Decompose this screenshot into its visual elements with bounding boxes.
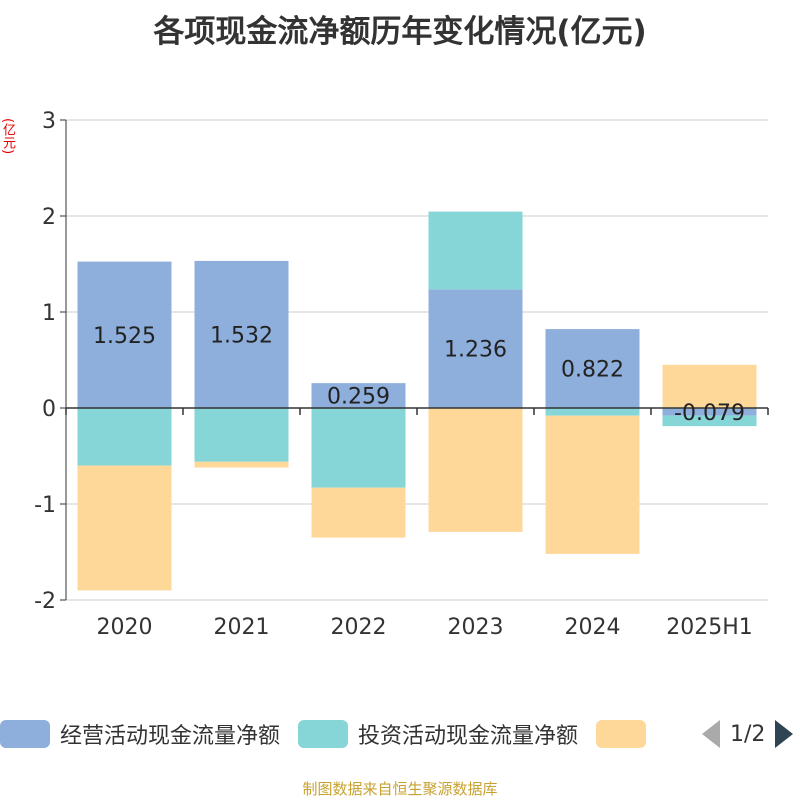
bar-series-1-2021 bbox=[194, 408, 289, 462]
legend-prev-page-icon[interactable] bbox=[702, 720, 720, 748]
y-tick-label: 1 bbox=[42, 301, 56, 326]
legend-swatch bbox=[298, 720, 349, 748]
bar-series-0-2022 bbox=[311, 383, 406, 408]
bar-series-1-2023 bbox=[428, 211, 523, 290]
data-labels: 1.525 1.532 0.259 1.236 0.822 -0.079 bbox=[93, 323, 745, 425]
source-note: 制图数据来自恒生聚源数据库 bbox=[302, 780, 498, 798]
legend-swatch bbox=[596, 720, 647, 748]
bar-series-1-2020 bbox=[77, 408, 172, 466]
data-label: 0.259 bbox=[327, 385, 390, 410]
y-tick-label: 3 bbox=[42, 109, 56, 134]
bars bbox=[77, 211, 757, 591]
data-label: -0.079 bbox=[674, 401, 745, 426]
bar-series-0-2023 bbox=[428, 289, 523, 408]
bar-series-2-2021 bbox=[194, 461, 289, 468]
axes: 3 2 1 0 -1 -2 2020 2021 2022 2023 2024 2025H1 bbox=[34, 109, 769, 640]
legend-next-page-icon[interactable] bbox=[775, 720, 794, 748]
x-tick-label: 2021 bbox=[214, 615, 270, 640]
data-label: 0.822 bbox=[561, 358, 624, 383]
legend-item-1[interactable]: 投资活动现金流量净额 bbox=[298, 718, 578, 750]
legend: 经营活动现金流量净额 投资活动现金流量净额 1/2 bbox=[0, 716, 800, 752]
x-tick-label: 2024 bbox=[565, 615, 621, 640]
bar-series-1-2025H1 bbox=[662, 415, 757, 427]
chart-title: 各项现金流净额历年变化情况(亿元) bbox=[153, 14, 647, 50]
y-tick-label: -2 bbox=[34, 589, 56, 614]
legend-item-2[interactable] bbox=[596, 720, 656, 748]
bar-series-2-2025H1 bbox=[662, 364, 757, 408]
bar-series-2-2020 bbox=[77, 465, 172, 591]
bar-series-0-2024 bbox=[545, 329, 640, 408]
bar-series-1-2024 bbox=[545, 408, 640, 416]
y-tick-label: 2 bbox=[42, 205, 56, 230]
legend-label: 经营活动现金流量净额 bbox=[60, 724, 281, 749]
y-axis-unit-label: (亿元) bbox=[0, 118, 15, 155]
x-tick-label: 2022 bbox=[331, 615, 387, 640]
bar-series-2-2022 bbox=[311, 487, 406, 538]
x-tick-label: 2025H1 bbox=[666, 615, 753, 640]
x-tick-label: 2023 bbox=[448, 615, 504, 640]
stacked-bar-chart: 3 2 1 0 -1 -2 2020 2021 2022 2023 2024 2025H1 1.525… bbox=[34, 109, 769, 640]
legend-pager: 1/2 bbox=[702, 716, 794, 752]
legend-swatch bbox=[0, 720, 50, 748]
data-label: 1.525 bbox=[93, 324, 156, 349]
bar-series-1-2022 bbox=[311, 408, 406, 488]
bar-series-2-2023 bbox=[428, 408, 523, 532]
legend-label: 投资活动现金流量净额 bbox=[358, 724, 579, 749]
data-label: 1.532 bbox=[210, 323, 273, 348]
y-tick-label: 0 bbox=[42, 397, 56, 422]
y-tick-label: -1 bbox=[34, 493, 56, 518]
data-label: 1.236 bbox=[444, 338, 507, 363]
bar-series-0-2020 bbox=[77, 261, 172, 408]
bar-series-2-2024 bbox=[545, 415, 640, 554]
x-tick-label: 2020 bbox=[97, 615, 153, 640]
bar-series-0-2021 bbox=[194, 260, 289, 408]
legend-item-0[interactable]: 经营活动现金流量净额 bbox=[0, 718, 280, 750]
legend-page-indicator: 1/2 bbox=[730, 721, 766, 747]
bar-series-0-2025H1 bbox=[662, 408, 757, 416]
